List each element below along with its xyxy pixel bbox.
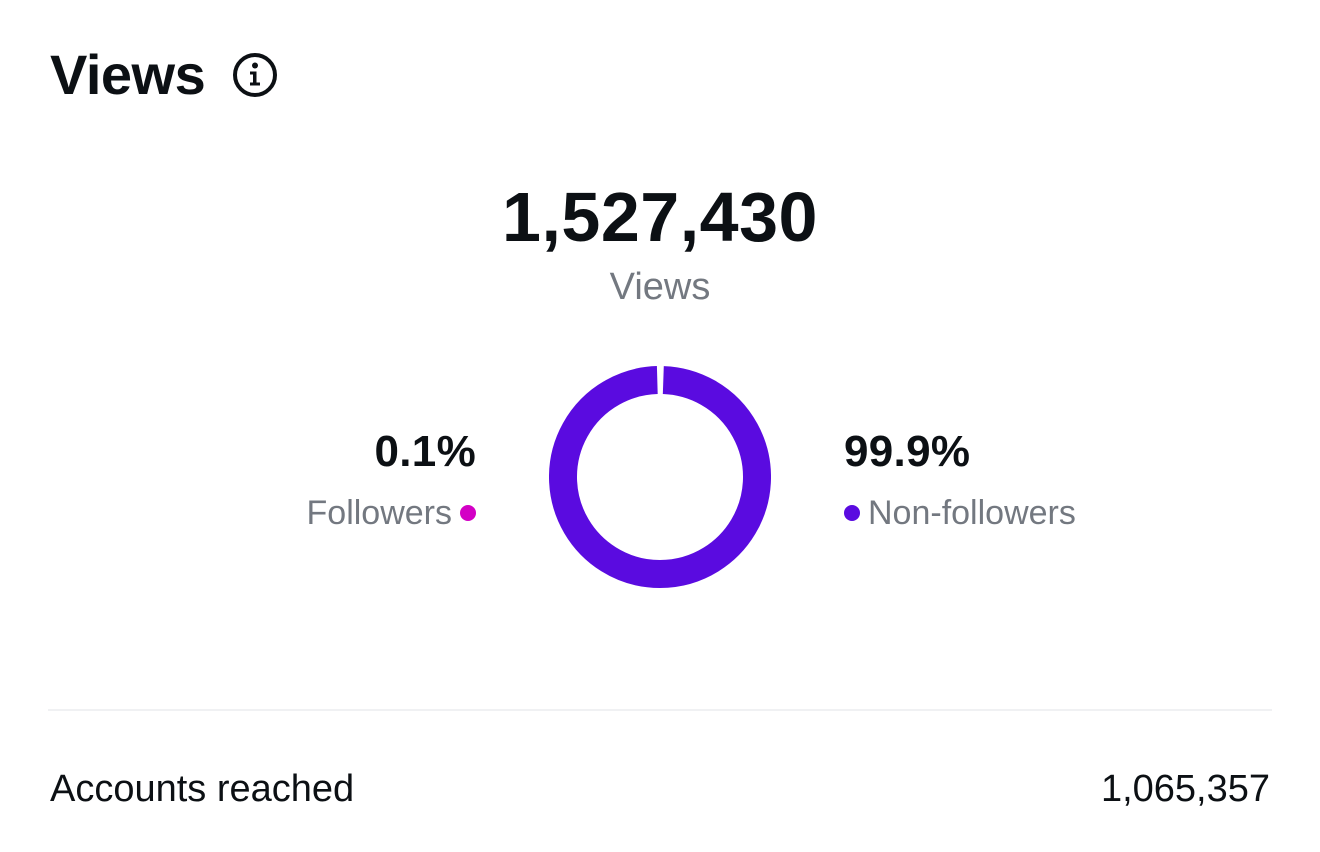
accounts-reached-label: Accounts reached — [50, 768, 355, 810]
views-donut-chart — [549, 366, 771, 588]
accounts-reached-row: Accounts reached 1,065,357 — [50, 770, 1270, 808]
divider — [48, 709, 1272, 711]
non-followers-percentage: 99.9% — [844, 427, 971, 476]
total-views-value: 1,527,430 — [502, 178, 818, 256]
legend-followers: 0.1% Followers — [307, 430, 476, 530]
followers-percentage: 0.1% — [374, 427, 476, 476]
accounts-reached-value: 1,065,357 — [1100, 768, 1270, 810]
followers-dot — [460, 505, 476, 521]
donut-slice-non-followers — [549, 366, 771, 588]
section-title: Views — [50, 43, 206, 106]
non-followers-label: Non-followers — [868, 494, 1076, 532]
total-views: 1,527,430 Views — [0, 182, 1320, 306]
views-header: Views — [50, 38, 279, 112]
total-views-label: Views — [609, 266, 711, 308]
info-icon[interactable] — [231, 51, 279, 99]
followers-label: Followers — [306, 494, 452, 532]
legend-non-followers: 99.9% Non-followers — [844, 430, 1076, 530]
non-followers-dot — [844, 505, 860, 521]
